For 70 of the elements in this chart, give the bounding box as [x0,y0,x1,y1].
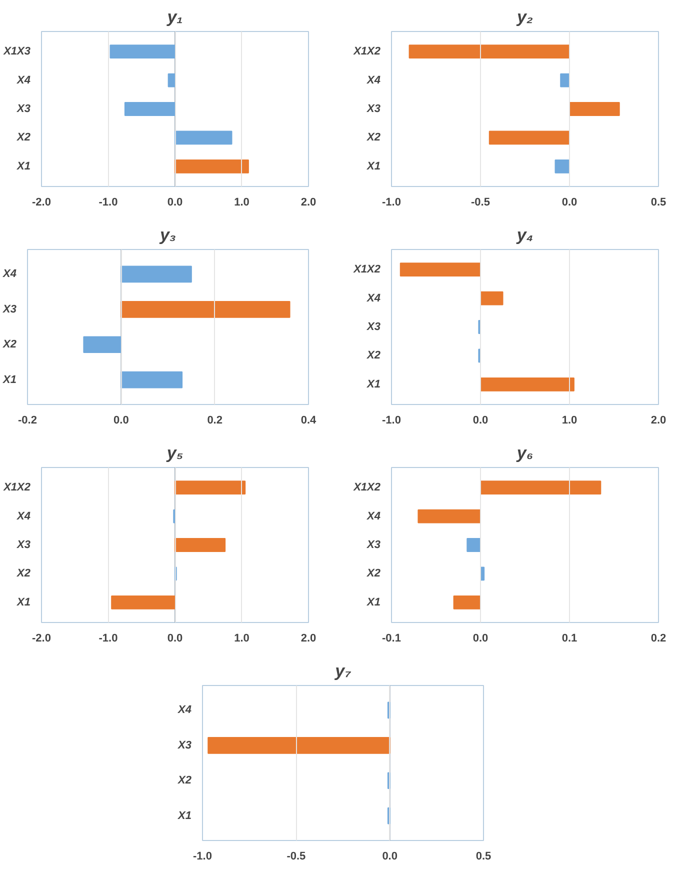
y-tick-label: X1X2 [352,46,381,58]
x-tick-label: -1.0 [382,414,401,426]
y-tick-label: X1 [366,378,381,390]
y-tick-label: X4 [366,74,381,86]
y-tick-label: X1X2 [352,264,381,276]
y-tick-label: X4 [16,510,31,522]
chart-title: y₂ [516,8,534,26]
x-tick-label: 1.0 [562,414,578,426]
x-tick-label: 0.0 [382,850,398,862]
chart-title: y₄ [516,226,534,244]
x-tick-label: -2.0 [32,632,51,644]
x-tick-label: -1.0 [193,850,212,862]
chart-title: y₆ [516,444,534,462]
chart-title: y₃ [158,226,176,244]
x-tick-label: -1.0 [382,196,401,208]
x-tick-label: 0.2 [650,632,666,644]
y-tick-label: X2 [366,132,381,144]
x-tick-label: -1.0 [98,632,118,644]
x-tick-label: 0.1 [562,632,578,644]
chart-title: y₁ [166,8,183,26]
chart-title: y₅ [166,444,184,462]
x-tick-label: -0.2 [18,414,37,426]
y-tick-label: X1 [366,160,381,172]
x-tick-label: 0.4 [300,414,318,426]
y-tick-label: X2 [16,568,31,580]
x-tick-label: 0.2 [207,414,222,426]
y-tick-label: X2 [16,132,31,144]
y-tick-label: X2 [177,774,192,787]
y-tick-label: X3 [366,539,381,551]
y-tick-label: X3 [2,303,17,316]
x-tick-label: 1.0 [234,632,250,644]
y-tick-label: X1 [2,374,17,386]
x-tick-label: -2.0 [32,196,51,208]
y-tick-label: X1X2 [2,482,31,494]
x-tick-label: 2.0 [300,632,316,644]
x-tick-label: -0.5 [286,850,306,862]
y-tick-label: X1 [16,160,31,172]
y-tick-label: X4 [16,74,31,86]
x-tick-label: 0.0 [114,414,129,426]
x-tick-label: 2.0 [650,414,666,426]
x-tick-label: 2.0 [300,196,316,208]
y-tick-label: X2 [2,338,17,351]
x-tick-label: 0.0 [472,632,488,644]
x-tick-label: 0.0 [167,632,183,644]
x-tick-label: 1.0 [234,196,250,208]
y-tick-label: X3 [16,539,31,551]
x-tick-label: -0.5 [471,196,490,208]
chart-title: y₇ [334,662,352,680]
x-tick-label: 0.5 [476,850,492,862]
y-tick-label: X2 [366,568,381,580]
y-tick-label: X1X2 [352,482,381,494]
y-tick-label: X3 [177,739,192,752]
x-tick-label: -1.0 [98,196,118,208]
y-tick-label: X3 [366,103,381,115]
x-tick-label: -0.1 [382,632,401,644]
y-tick-label: X3 [366,321,381,333]
x-tick-label: 0.0 [167,196,183,208]
y-tick-label: X3 [16,103,31,115]
y-tick-label: X4 [366,510,381,522]
y-tick-label: X1 [16,596,31,608]
y-tick-label: X1 [177,810,192,822]
y-tick-label: X4 [177,704,192,716]
y-tick-label: X1X3 [2,46,31,58]
x-tick-label: 0.0 [562,196,578,208]
y-tick-label: X1 [366,596,381,608]
x-tick-label: 0.5 [650,196,666,208]
y-tick-label: X2 [366,350,381,362]
y-tick-label: X4 [2,268,17,280]
y-tick-label: X4 [366,292,381,304]
x-tick-label: 0.0 [472,414,488,426]
